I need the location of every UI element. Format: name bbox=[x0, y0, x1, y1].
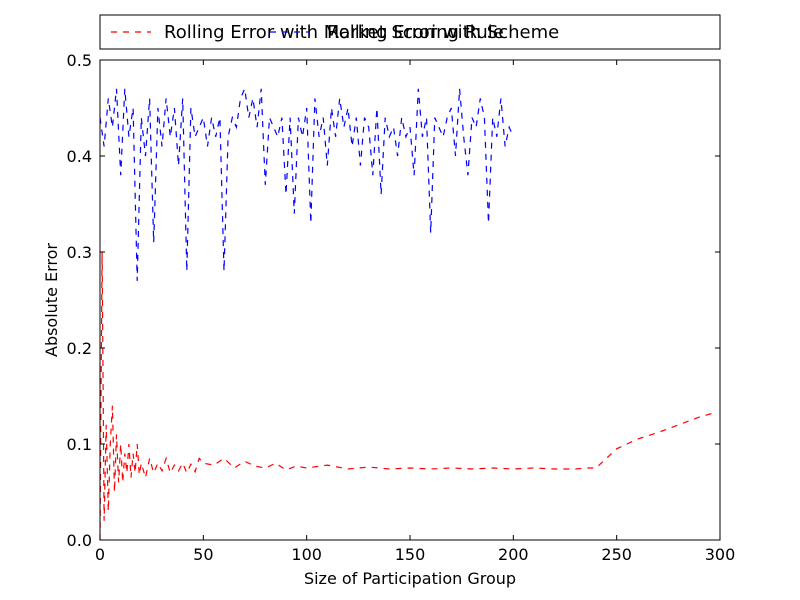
y-tick-label: 0.2 bbox=[67, 339, 92, 358]
y-tick-label: 0.4 bbox=[67, 147, 92, 166]
x-tick-label: 0 bbox=[95, 545, 105, 564]
y-axis-label: Absolute Error bbox=[42, 243, 61, 357]
series-line-1 bbox=[99, 86, 514, 281]
y-tick-label: 0.3 bbox=[67, 243, 92, 262]
y-tick-label: 0.5 bbox=[67, 51, 92, 70]
x-axis-label: Size of Participation Group bbox=[304, 569, 516, 588]
legend-label-scheme: Rolling Error with Scheme bbox=[327, 22, 559, 43]
axis-ticks: 0 50 100 150 200 250 300 0.0 0.1 0.2 0.3 0.4 0.5 bbox=[67, 51, 736, 564]
x-tick-label: 300 bbox=[705, 545, 736, 564]
plot-series bbox=[99, 86, 717, 541]
x-tick-label: 50 bbox=[193, 545, 213, 564]
x-tick-label: 100 bbox=[291, 545, 322, 564]
legend-box bbox=[99, 14, 721, 50]
y-tick-label: 0.0 bbox=[67, 531, 92, 550]
x-tick-label: 250 bbox=[601, 545, 632, 564]
legend-label-market-scoring: Rolling Error with Market Scoring Rule bbox=[164, 22, 504, 43]
x-tick-label: 150 bbox=[395, 545, 426, 564]
x-tick-label: 200 bbox=[498, 545, 529, 564]
legend: Rolling Error with Market Scoring Rule R… bbox=[99, 14, 721, 50]
y-tick-label: 0.1 bbox=[67, 435, 92, 454]
series-line-0 bbox=[99, 251, 717, 541]
